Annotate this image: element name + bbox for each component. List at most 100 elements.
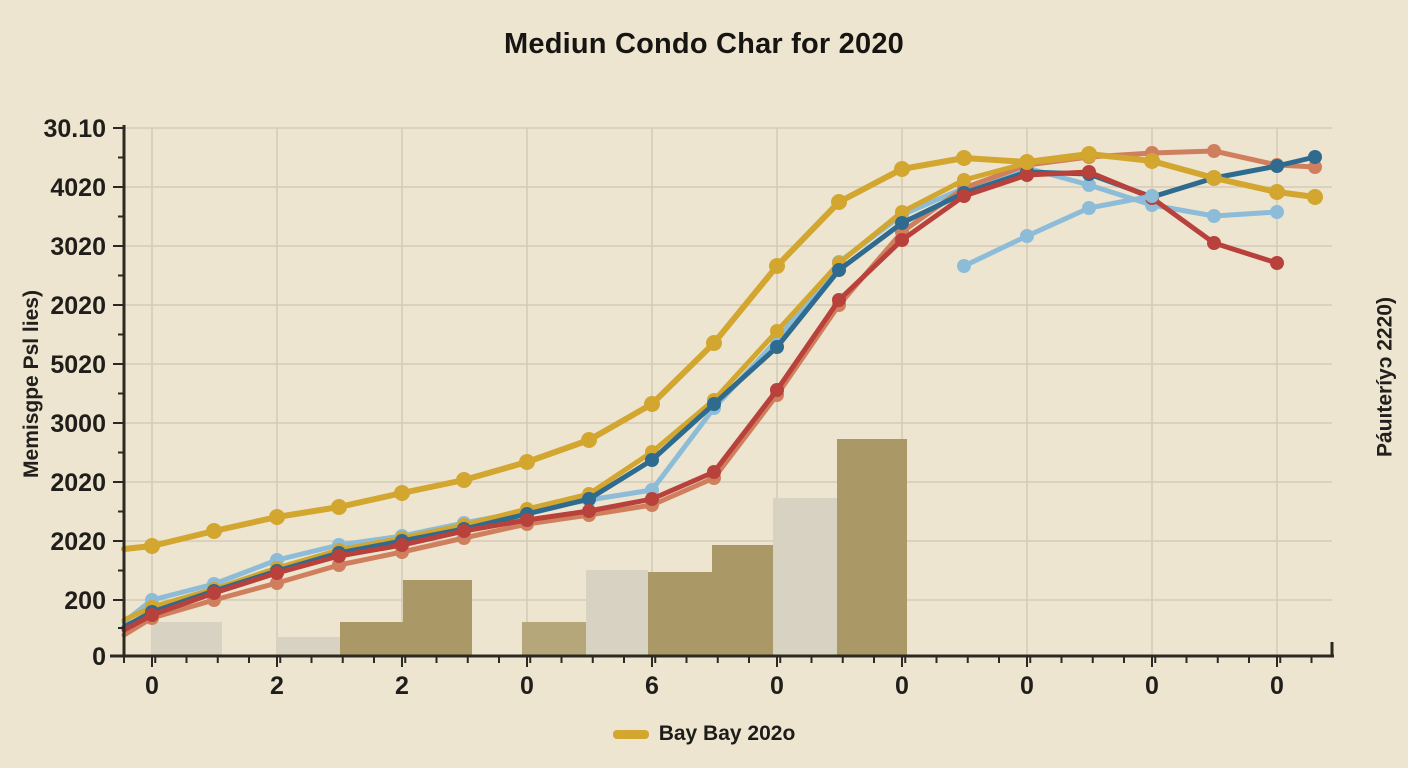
legend-label: Bay Bay 202o [658, 722, 796, 745]
y-tick-label: 3020 [50, 233, 106, 261]
data-point [769, 258, 785, 274]
y-tick-label: 2020 [50, 292, 106, 320]
data-point [956, 150, 972, 166]
data-point [1207, 209, 1221, 223]
data-point [1308, 160, 1322, 174]
data-point [520, 513, 534, 527]
bar [648, 572, 712, 656]
tick-marks [113, 127, 1313, 667]
y-tick-label: 0 [92, 643, 106, 671]
bar [837, 439, 907, 656]
bar [586, 570, 648, 656]
data-point [894, 161, 910, 177]
data-point [144, 538, 160, 554]
data-point [581, 432, 597, 448]
data-point [957, 259, 971, 273]
series-layer [121, 144, 1323, 638]
series-gold-main-line [121, 146, 1323, 554]
x-tick-label: 0 [1020, 672, 1034, 700]
series-skyblue-short-line [957, 189, 1159, 273]
gold-main-line [121, 151, 1318, 552]
red-line [121, 169, 1280, 633]
data-point [770, 324, 784, 338]
data-point [1082, 201, 1096, 215]
data-point [1020, 168, 1034, 182]
data-point [1269, 184, 1285, 200]
data-point [1082, 178, 1096, 192]
data-point [1270, 205, 1284, 219]
x-tick-label: 6 [645, 672, 659, 700]
x-tick-label: 0 [1270, 672, 1284, 700]
data-point [957, 189, 971, 203]
series-gold-secondary-line [121, 149, 1096, 623]
data-point [582, 492, 596, 506]
data-point [770, 383, 784, 397]
bar [340, 622, 403, 656]
bar [522, 622, 586, 656]
x-tick-label: 2 [395, 672, 409, 700]
right-axis-title: Páuıteríyɔ 2220) [1373, 297, 1397, 457]
bar [773, 498, 837, 656]
chart-title: Mediun Condo Char for 2020 [504, 28, 904, 60]
data-point [1207, 236, 1221, 250]
legend: Bay Bay 202o [0, 722, 1408, 746]
data-point [957, 173, 971, 187]
data-point [331, 499, 347, 515]
data-point [770, 340, 784, 354]
data-point [270, 566, 284, 580]
data-point [332, 549, 346, 563]
x-tick-label: 2 [270, 672, 284, 700]
data-point [456, 472, 472, 488]
data-point [1081, 146, 1097, 162]
legend-swatch-gold [612, 729, 649, 739]
data-point [1144, 153, 1160, 169]
data-point [582, 504, 596, 518]
data-point [1270, 159, 1284, 173]
y-tick-label: 30.10 [43, 115, 106, 143]
data-point [895, 233, 909, 247]
bars-layer [152, 439, 907, 656]
y-tick-label: 4020 [50, 174, 106, 202]
y-tick-label: 2020 [50, 469, 106, 497]
data-point [395, 538, 409, 552]
skyblue-short-line [961, 193, 1155, 269]
data-point [394, 485, 410, 501]
data-point [1207, 144, 1221, 158]
bar [403, 580, 472, 656]
x-tick-label: 0 [145, 672, 159, 700]
data-point [1145, 189, 1159, 203]
data-point [207, 586, 221, 600]
data-point [457, 524, 471, 538]
gold-secondary-line [121, 153, 1092, 623]
data-point [707, 465, 721, 479]
lightblue-line [121, 165, 1280, 625]
data-point [706, 335, 722, 351]
bar [712, 545, 773, 656]
data-point [831, 194, 847, 210]
data-point [644, 396, 660, 412]
y-tick-label: 200 [64, 587, 106, 615]
data-point [1308, 150, 1322, 164]
data-point [832, 293, 846, 307]
data-point [519, 454, 535, 470]
y-tick-label: 5020 [50, 351, 106, 379]
data-point [270, 576, 284, 590]
x-tick-label: 0 [895, 672, 909, 700]
data-point [707, 397, 721, 411]
bar [277, 637, 340, 656]
data-point [269, 509, 285, 525]
series-red-line [121, 165, 1284, 633]
data-point [1020, 229, 1034, 243]
data-point [645, 453, 659, 467]
data-point [1270, 256, 1284, 270]
y-tick-label: 3000 [50, 410, 106, 438]
series-lightblue-line [121, 161, 1284, 625]
data-point [1082, 165, 1096, 179]
data-point [832, 263, 846, 277]
data-point [145, 608, 159, 622]
data-point [895, 205, 909, 219]
data-point [1307, 189, 1323, 205]
data-point [1019, 154, 1035, 170]
